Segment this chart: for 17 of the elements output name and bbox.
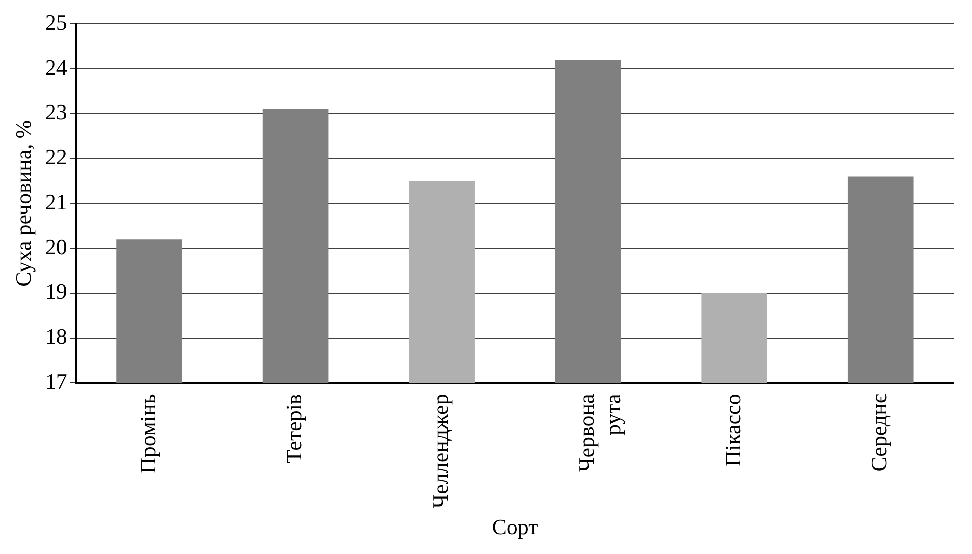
x-tick-label: Пікассо: [720, 394, 746, 467]
y-tick-label: 22: [45, 144, 68, 170]
y-tick-label: 19: [45, 279, 68, 304]
x-axis-title: Сорт: [492, 514, 539, 540]
x-tick-label: Середнє: [866, 394, 892, 472]
y-tick-label: 18: [45, 324, 68, 350]
y-tick-label: 24: [45, 54, 68, 80]
y-axis-title: Суха речовина, %: [10, 120, 36, 287]
x-tick-label: Промінь: [135, 394, 160, 474]
x-tick-label: Челленджер: [428, 394, 453, 509]
y-tick-label: 25: [45, 10, 68, 35]
y-tick-label: 17: [45, 368, 68, 394]
x-tick-label: Червона рута: [574, 394, 626, 472]
y-tick-label: 20: [45, 234, 68, 260]
y-tick-label: 21: [45, 189, 68, 214]
y-tick-label: 23: [45, 100, 68, 125]
x-tick-label: Тетерів: [282, 394, 307, 464]
